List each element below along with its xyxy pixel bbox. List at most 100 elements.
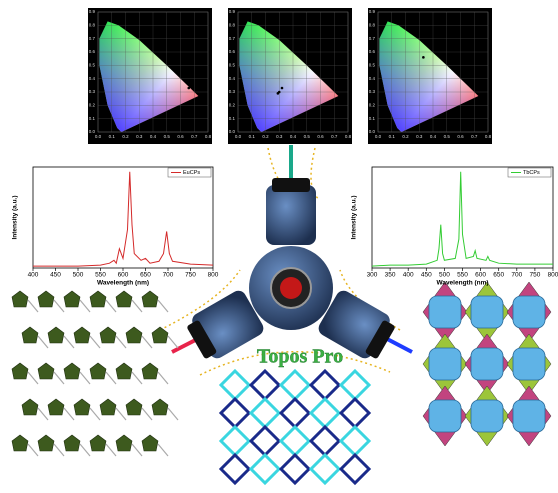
port — [272, 178, 310, 192]
x-tick-label: 0.3 — [416, 134, 423, 139]
x-tick-label: 600 — [475, 272, 486, 279]
y-tick-label: 0.5 — [369, 63, 376, 68]
x-tick-label: 0.6 — [177, 134, 184, 139]
y-tick-label: 0.4 — [229, 76, 236, 81]
metal-polyhedron — [142, 435, 158, 451]
x-tick-label: 0.8 — [485, 134, 492, 139]
metal-polyhedron — [116, 291, 132, 307]
ligand — [106, 444, 116, 456]
y-tick-label: 0.9 — [369, 9, 376, 14]
ligand — [168, 408, 178, 420]
x-tick-label: 500 — [439, 272, 450, 279]
x-tick-label: 0.7 — [471, 134, 478, 139]
metal-polyhedron — [90, 291, 106, 307]
metal-polyhedron — [90, 435, 106, 451]
ligand — [142, 408, 152, 420]
x-axis-label: Wavelength (nm) — [436, 280, 488, 287]
y-tick-label: 0.1 — [369, 116, 376, 121]
x-tick-label: 650 — [140, 272, 151, 279]
figure: Topos Pro 400450500550600650700750800Wav… — [0, 0, 558, 493]
ligand — [158, 372, 168, 384]
ligand — [38, 336, 48, 348]
ligand — [64, 336, 74, 348]
chromaticity-point — [281, 87, 284, 90]
x-tick-label: 0.8 — [205, 134, 212, 139]
metal-polyhedron — [116, 363, 132, 379]
ligand — [90, 336, 100, 348]
x-tick-label: 400 — [28, 272, 39, 279]
x-tick-label: 500 — [73, 272, 84, 279]
metal-polyhedron — [64, 435, 80, 451]
y-tick-label: 0.3 — [369, 89, 376, 94]
net — [311, 371, 339, 399]
y-tick-label: 0.1 — [229, 116, 236, 121]
ligand — [80, 372, 90, 384]
y-tick-label: 0.6 — [229, 49, 236, 54]
x-tick-label: 0.4 — [430, 134, 437, 139]
net — [341, 427, 369, 455]
ligand — [54, 300, 64, 312]
metal-polyhedron — [22, 399, 38, 415]
x-tick-label: 350 — [385, 272, 396, 279]
metal-polyhedron — [90, 363, 106, 379]
x-tick-label: 0.7 — [191, 134, 198, 139]
metal-polyhedron — [12, 435, 28, 451]
x-tick-label: 0.8 — [345, 134, 352, 139]
x-tick-label: 650 — [493, 272, 504, 279]
x-tick-label: 450 — [50, 272, 61, 279]
metal-polyhedron — [38, 363, 54, 379]
x-tick-label: 700 — [163, 272, 174, 279]
net — [281, 371, 309, 399]
ligand — [132, 372, 142, 384]
metal-polyhedron — [116, 435, 132, 451]
x-tick-label: 0.0 — [95, 134, 102, 139]
instrument — [160, 145, 412, 375]
ligand — [158, 444, 168, 456]
x-tick-label: 0.4 — [150, 134, 157, 139]
net — [311, 399, 339, 427]
spectrum-line — [33, 172, 213, 266]
ligand — [106, 300, 116, 312]
metal-polyhedron — [126, 399, 142, 415]
chromaticity-point — [187, 87, 190, 90]
metal-polyhedron — [38, 435, 54, 451]
arm — [266, 185, 316, 245]
ligand — [80, 444, 90, 456]
net — [251, 427, 279, 455]
net — [221, 399, 249, 427]
x-tick-label: 0.1 — [389, 134, 396, 139]
metal-polyhedron — [74, 399, 90, 415]
legend-label: TbCPs — [523, 170, 540, 176]
metal-polyhedron — [142, 291, 158, 307]
x-tick-label: 550 — [457, 272, 468, 279]
x-tick-label: 450 — [421, 272, 432, 279]
y-tick-label: 0.7 — [89, 36, 96, 41]
y-tick-label: 0.7 — [229, 36, 236, 41]
x-tick-label: 300 — [367, 272, 378, 279]
y-axis-label: Intensity (a.u.) — [351, 195, 358, 239]
x-tick-label: 800 — [548, 272, 558, 279]
metal-polyhedron — [100, 399, 116, 415]
net — [221, 427, 249, 455]
ligand — [28, 444, 38, 456]
metal-polyhedron — [12, 363, 28, 379]
software-label: Topos Pro — [257, 346, 343, 368]
ligand — [54, 372, 64, 384]
net — [341, 371, 369, 399]
net — [251, 371, 279, 399]
x-tick-label: 0.6 — [457, 134, 464, 139]
net — [311, 427, 339, 455]
y-tick-label: 0.6 — [89, 49, 96, 54]
y-tick-label: 0.0 — [229, 129, 236, 134]
cage — [471, 348, 503, 380]
cage — [513, 296, 545, 328]
y-tick-label: 0.9 — [89, 9, 96, 14]
net — [221, 371, 249, 399]
ligand — [116, 336, 126, 348]
x-tick-label: 0.5 — [444, 134, 451, 139]
x-tick-label: 0.4 — [290, 134, 297, 139]
metal-polyhedron — [74, 327, 90, 343]
ligand — [142, 336, 152, 348]
x-tick-label: 0.1 — [109, 134, 116, 139]
metal-polyhedron — [48, 399, 64, 415]
